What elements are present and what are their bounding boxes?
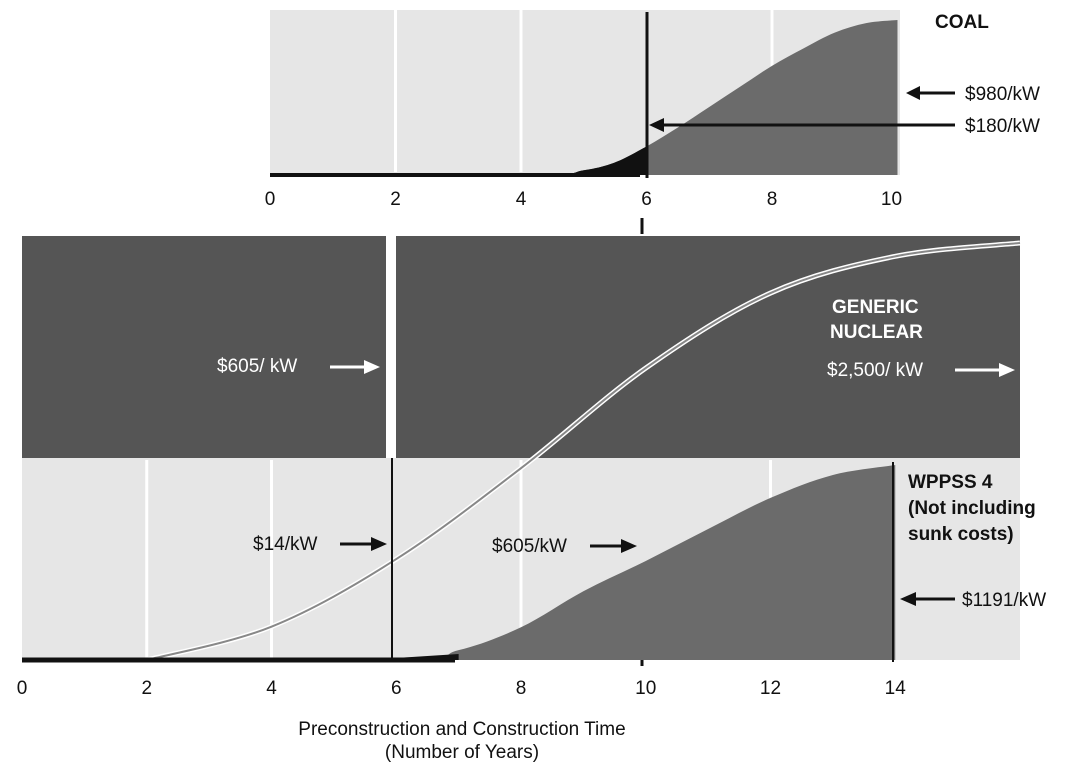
coal-x-tick-label: 4 bbox=[516, 189, 527, 210]
coal-panel: 0 2 4 6 8 10 COAL $980/kW $180/kW bbox=[265, 10, 1040, 210]
coal-spent-area bbox=[270, 146, 647, 176]
nuclear-2500-label: $2,500/ kW bbox=[827, 360, 923, 381]
nuclear-605-label: $605/ kW bbox=[217, 356, 297, 377]
wppss-x-tick-label: 4 bbox=[266, 678, 277, 699]
generic-nuclear-label-line2: NUCLEAR bbox=[830, 322, 923, 343]
wppss-605-label: $605/kW bbox=[492, 536, 567, 557]
coal-x-tick-label: 6 bbox=[641, 189, 652, 210]
coal-x-tick-label: 10 bbox=[881, 189, 902, 210]
wppss-14-label: $14/kW bbox=[253, 534, 317, 555]
wppss-1191-label: $1191/kW bbox=[962, 590, 1046, 611]
wppss-14-arrowhead bbox=[371, 537, 387, 551]
coal-x-tick-label: 8 bbox=[767, 189, 778, 210]
nuclear-2500-arrowhead bbox=[999, 363, 1015, 377]
wppss-x-tick-label: 14 bbox=[885, 678, 907, 699]
wppss-label-line2: (Not including bbox=[908, 498, 1036, 519]
wppss-x-tick-label: 6 bbox=[391, 678, 402, 699]
coal-x-tick-label: 2 bbox=[390, 189, 401, 210]
coal-label: COAL bbox=[935, 12, 989, 33]
coal-980-label: $980/kW bbox=[965, 84, 1040, 105]
generic-nuclear-cost-curve-edge bbox=[146, 242, 1021, 661]
wppss-x-tick-label: 2 bbox=[141, 678, 152, 699]
wppss-x-tick-label: 8 bbox=[516, 678, 527, 699]
coal-980-arrowhead bbox=[906, 86, 920, 100]
nuclear-wppss-panel: 0 2 4 6 8 10 12 14 GENERIC NUCLEAR $605/ kW $2,… bbox=[17, 236, 1046, 699]
wppss-605-arrowhead bbox=[621, 539, 637, 553]
coal-180-arrowhead bbox=[649, 118, 664, 132]
wppss-label-line1: WPPSS 4 bbox=[908, 472, 993, 493]
generic-nuclear-background bbox=[22, 236, 1020, 458]
coal-x-ticks: 0 2 4 6 8 10 bbox=[265, 189, 902, 210]
coal-x-tick-label: 0 bbox=[265, 189, 276, 210]
wppss-label-line3: sunk costs) bbox=[908, 524, 1014, 545]
wppss-x-tick-label: 12 bbox=[760, 678, 781, 699]
wppss-1191-arrowhead bbox=[900, 592, 916, 606]
wppss-x-tick-label: 0 bbox=[17, 678, 28, 699]
coal-180-label: $180/kW bbox=[965, 116, 1040, 137]
wppss-x-tick-label: 10 bbox=[635, 678, 656, 699]
wppss-cost-area bbox=[22, 465, 896, 660]
x-axis-title-line2: (Number of Years) bbox=[385, 742, 539, 763]
x-axis-title-line1: Preconstruction and Construction Time bbox=[298, 719, 625, 740]
coal-cost-area bbox=[270, 20, 898, 176]
wppss-x-ticks: 0 2 4 6 8 10 12 14 bbox=[17, 678, 907, 699]
upper-left-separator bbox=[386, 236, 396, 458]
upper-right-separator bbox=[1000, 236, 1020, 458]
nuclear-605-arrowhead bbox=[364, 360, 380, 374]
generic-nuclear-label-line1: GENERIC bbox=[832, 297, 919, 318]
